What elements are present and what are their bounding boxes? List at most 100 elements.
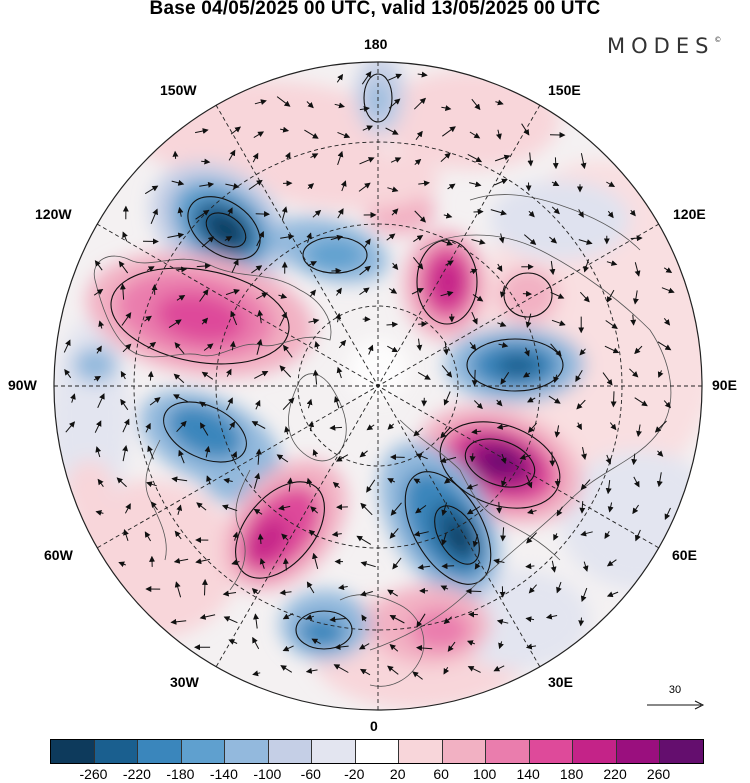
wind-arrow	[144, 185, 159, 195]
wind-arrow	[279, 311, 287, 327]
wind-arrow	[98, 320, 105, 329]
wind-arrow	[223, 477, 233, 484]
wind-arrow	[440, 240, 453, 246]
wind-arrow	[386, 233, 396, 241]
wind-arrow	[496, 129, 502, 140]
wind-arrow	[525, 313, 532, 328]
wind-arrow	[359, 590, 373, 597]
wind-arrow	[167, 232, 185, 239]
wind-arrow	[251, 587, 259, 595]
colorbar-tick-label: -180	[166, 766, 195, 782]
wind-arrow	[203, 343, 214, 351]
anomaly-field	[54, 62, 702, 710]
wind-arrow	[199, 288, 209, 302]
wind-arrow	[173, 373, 185, 384]
wind-arrow	[550, 291, 565, 299]
wind-arrow	[146, 266, 155, 272]
colorbar-tick-label: 60	[433, 766, 449, 782]
wind-arrow	[604, 530, 611, 540]
wind-arrow	[335, 454, 349, 462]
wind-arrow	[231, 559, 240, 566]
wind-arrow	[657, 370, 664, 378]
wind-arrow	[337, 131, 351, 139]
wind-arrow	[545, 613, 558, 620]
wind-arrow	[632, 290, 639, 305]
wind-arrow	[150, 501, 158, 511]
wind-arrow	[580, 530, 593, 537]
wind-arrow	[70, 393, 76, 403]
colorbar-segment	[93, 740, 138, 763]
wind-arrow	[441, 502, 448, 516]
wind-arrow	[306, 581, 315, 594]
wind-arrow	[413, 427, 424, 437]
wind-arrow	[176, 420, 187, 433]
wind-arrow	[654, 420, 667, 433]
wind-arrow	[281, 206, 288, 221]
wind-arrow	[304, 129, 319, 139]
wind-arrow	[255, 448, 262, 465]
wind-arrow	[359, 668, 371, 676]
wind-arrow	[606, 559, 617, 567]
wind-arrow	[308, 529, 318, 538]
wind-arrow	[471, 98, 481, 111]
wind-arrow	[441, 105, 452, 111]
wind-arrow	[178, 449, 185, 464]
wind-arrow	[307, 261, 317, 267]
wind-arrow	[337, 208, 344, 219]
wind-arrow	[442, 126, 456, 137]
wind-arrow	[337, 150, 344, 166]
wind-arrow	[441, 563, 455, 570]
wind-arrow	[390, 502, 402, 516]
colorbar-tick-label: 100	[472, 766, 497, 782]
wind-arrow	[122, 343, 132, 353]
wind-arrow	[228, 149, 236, 161]
wind-arrow	[228, 639, 238, 645]
wind-arrow	[97, 393, 105, 409]
wind-arrow	[413, 235, 424, 243]
lon-label-30w: 30W	[170, 674, 199, 690]
wind-arrow	[656, 450, 664, 457]
wind-arrow	[387, 478, 396, 484]
wind-arrow	[602, 372, 613, 386]
wind-arrow	[248, 179, 263, 190]
wind-arrow	[447, 641, 456, 652]
wind-arrow	[441, 365, 453, 378]
wind-arrow	[606, 289, 615, 303]
wind-arrow	[199, 181, 215, 188]
wind-arrow	[417, 564, 431, 571]
wind-arrow	[253, 613, 260, 629]
wind-arrow	[519, 454, 531, 460]
wind-arrow	[199, 401, 207, 408]
wind-arrow	[332, 481, 340, 489]
wind-arrow	[579, 348, 586, 356]
wind-arrow	[467, 153, 483, 163]
wind-arrow	[443, 616, 453, 625]
wind-arrow	[525, 643, 537, 650]
colorbar-tick-label: 140	[516, 766, 540, 782]
wind-arrow	[415, 504, 427, 514]
wind-arrow	[96, 345, 102, 354]
wind-arrow	[147, 445, 154, 460]
wind-arrow	[556, 506, 563, 517]
wind-arrow	[221, 504, 238, 512]
wind-arrow	[471, 369, 478, 387]
lon-label-150e: 150E	[548, 82, 581, 98]
wind-arrow	[581, 446, 587, 460]
wind-arrow	[305, 614, 315, 620]
wind-arrow	[606, 181, 616, 187]
wind-arrow	[386, 321, 399, 328]
wind-arrow	[176, 504, 183, 515]
wind-arrow	[177, 266, 188, 273]
wind-arrow	[413, 97, 427, 110]
wind-arrow	[253, 131, 265, 139]
wind-arrow	[554, 425, 561, 438]
wind-arrow	[334, 102, 345, 109]
wind-arrow	[465, 588, 482, 595]
wind-arrow	[280, 126, 290, 133]
wind-arrow	[447, 183, 456, 190]
wind-arrow	[631, 453, 638, 466]
wind-arrow	[414, 210, 426, 223]
wind-arrow	[575, 369, 583, 382]
wind-arrow	[440, 427, 451, 439]
wind-arrow	[417, 71, 428, 78]
